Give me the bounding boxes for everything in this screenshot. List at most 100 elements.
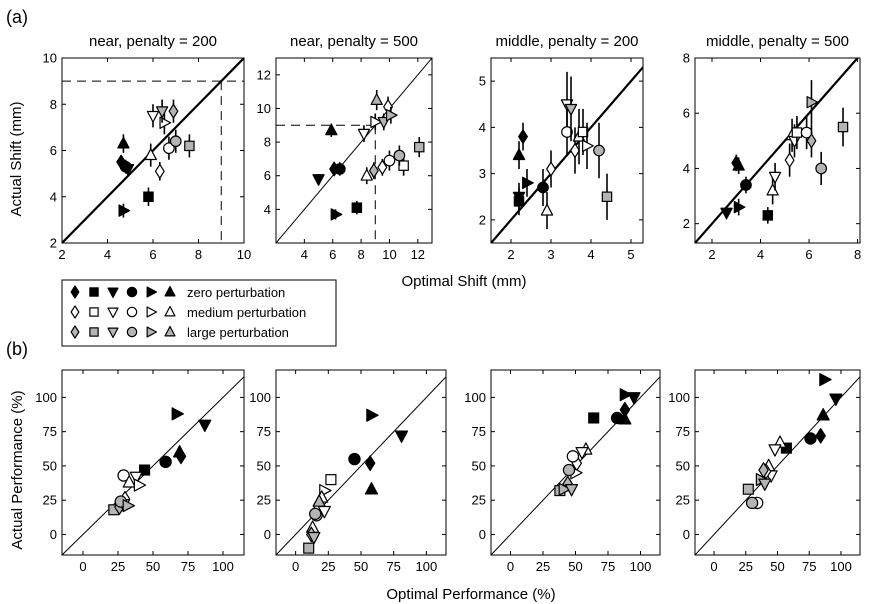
y-tick-label: 100 <box>668 390 690 405</box>
point-triangle-up-zero <box>732 158 745 171</box>
plot-area <box>62 376 244 555</box>
row-b-xlabel: Optimal Performance (%) <box>386 586 555 603</box>
point-triangle-right-large <box>122 499 135 513</box>
point-diamond-medium <box>784 152 795 168</box>
point-triangle-down-zero <box>121 164 135 176</box>
point-circle-large <box>169 135 182 148</box>
y-tick-label: 2 <box>683 216 690 231</box>
y-tick-label: 50 <box>676 458 690 473</box>
y-tick-label: 6 <box>50 143 57 158</box>
y-tick-label: 100 <box>35 390 57 405</box>
legend-marker-square <box>89 307 99 317</box>
point-triangle-up-medium <box>360 168 373 181</box>
point-diamond-zero <box>175 448 187 465</box>
point-square-zero <box>351 202 363 213</box>
x-tick-label: 75 <box>802 559 816 574</box>
point-triangle-up-large <box>370 93 383 105</box>
legend-label-zero: zero perturbation <box>187 285 285 300</box>
legend-marker-diamond <box>70 285 80 299</box>
row-a-ylabel: Actual Shift (mm) <box>8 101 25 216</box>
x-tick-label: 3 <box>547 247 554 262</box>
y-tick-label: 75 <box>43 424 57 439</box>
point-diamond-zero <box>518 129 528 145</box>
x-tick-label: 2 <box>58 247 65 262</box>
y-tick-label: 8 <box>50 97 57 112</box>
point-triangle-down-medium <box>357 128 371 141</box>
chart-title: middle, penalty = 500 <box>706 33 849 50</box>
x-tick-label: 50 <box>568 559 582 574</box>
y-tick-label: 50 <box>472 458 486 473</box>
x-tick-label: 50 <box>146 559 160 574</box>
point-circle-medium <box>566 450 580 463</box>
point-diamond-zero <box>364 455 376 472</box>
y-tick-label: 6 <box>683 106 690 121</box>
y-tick-label: 0 <box>479 527 486 542</box>
point-triangle-down-large <box>564 103 578 116</box>
point-circle-large <box>309 507 322 521</box>
point-square-large <box>303 542 315 554</box>
point-circle-zero <box>610 411 624 425</box>
x-tick-label: 12 <box>411 247 425 262</box>
point-triangle-right-large <box>385 109 398 122</box>
point-triangle-right-medium <box>133 478 147 492</box>
point-triangle-right-zero <box>522 176 534 190</box>
x-tick-label: 6 <box>149 247 156 262</box>
point-triangle-down-zero <box>198 419 212 433</box>
x-tick-label: 50 <box>354 559 368 574</box>
point-square-zero <box>139 464 151 476</box>
x-tick-label: 4 <box>587 247 594 262</box>
charts: 2 4 6 8 10 2 4 6 8 10 near, penalty = 200 4 6 8 10 12 4 6… <box>35 33 861 574</box>
y-tick-label: 25 <box>676 493 690 508</box>
identity-line <box>62 58 244 243</box>
point-triangle-down-medium <box>129 471 143 485</box>
point-circle-zero <box>348 452 361 466</box>
y-tick-label: 25 <box>43 493 57 508</box>
point-triangle-up-zero <box>325 123 338 136</box>
x-tick-label: 50 <box>770 559 784 574</box>
y-tick-label: 75 <box>257 424 271 439</box>
row-b-ylabel: Actual Performance (%) <box>9 390 26 549</box>
point-square-large <box>837 121 849 133</box>
y-tick-label: 75 <box>676 424 690 439</box>
x-tick-label: 0 <box>507 559 514 574</box>
point-circle-zero <box>333 163 346 175</box>
point-square-medium <box>325 474 337 486</box>
point-triangle-down-zero <box>312 174 325 186</box>
legend-marker-triangle-right <box>146 326 158 338</box>
plot-area <box>276 376 446 555</box>
point-triangle-right-large <box>806 95 819 109</box>
x-tick-label: 0 <box>710 559 717 574</box>
chart-3: 2 3 4 5 2 3 4 5 middle, penalty = 200 <box>479 33 644 262</box>
x-tick-label: 25 <box>739 559 753 574</box>
axes-frame <box>490 57 644 244</box>
identity-line <box>62 376 244 555</box>
y-tick-label: 25 <box>472 493 486 508</box>
point-circle-large <box>745 496 759 510</box>
x-tick-label: 5 <box>627 247 634 262</box>
point-square-large <box>601 191 613 203</box>
legend-marker-circle <box>126 306 138 318</box>
point-circle-large <box>562 463 576 477</box>
point-triangle-right-large <box>558 482 572 496</box>
point-circle-zero <box>804 432 817 445</box>
legend-box <box>61 279 337 347</box>
y-tick-label: 75 <box>472 424 486 439</box>
plot-area <box>695 58 859 243</box>
x-tick-label: 4 <box>301 247 308 262</box>
x-tick-label: 100 <box>416 559 438 574</box>
x-tick-label: 6 <box>329 247 336 262</box>
x-tick-label: 6 <box>805 247 812 262</box>
chart-1: 2 4 6 8 10 2 4 6 8 10 near, penalty = 200 <box>43 33 252 262</box>
y-tick-label: 100 <box>249 390 271 405</box>
chart-title: near, penalty = 200 <box>89 33 217 50</box>
point-circle-medium <box>163 142 175 155</box>
axes-frame <box>61 369 245 556</box>
point-circle-large <box>393 149 406 162</box>
point-diamond-medium <box>154 163 165 179</box>
legend-label-large: large perturbation <box>187 325 289 340</box>
x-tick-label: 8 <box>357 247 364 262</box>
point-triangle-down-medium <box>575 447 589 460</box>
point-triangle-right-medium <box>582 139 594 153</box>
chart-4: 2 4 6 8 2 4 6 8 middle, penalty = 500 <box>683 33 861 262</box>
point-triangle-up-medium <box>540 203 554 216</box>
